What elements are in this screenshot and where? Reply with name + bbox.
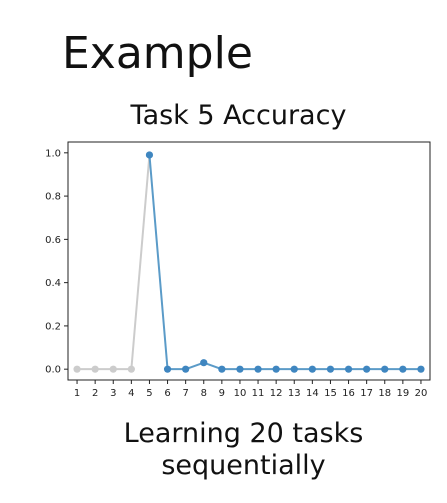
x-tick-label: 7	[182, 388, 188, 399]
data-point	[163, 365, 172, 373]
x-tick-label: 4	[128, 388, 134, 399]
slide-heading: Example	[62, 28, 253, 79]
x-tick-label: 14	[306, 388, 319, 399]
x-tick-label: 19	[396, 388, 409, 399]
data-point	[218, 365, 226, 373]
data-point	[290, 365, 298, 373]
data-point	[91, 365, 99, 373]
x-tick-label: 3	[110, 388, 116, 399]
x-tick-label: 17	[360, 388, 373, 399]
chart-title: Task 5 Accuracy	[130, 100, 347, 131]
x-axis-ticks: 1 2 3 4 5 6 7 8 9 10 11 12 13 14 15 16 17 18 19 20	[74, 380, 427, 399]
data-point	[363, 365, 371, 373]
x-tick-label: 13	[288, 388, 301, 399]
plot-frame	[67, 141, 431, 381]
series-lines	[76, 153, 422, 371]
data-point	[399, 365, 407, 373]
x-tick-label: 12	[270, 388, 283, 399]
x-tick-label: 1	[74, 388, 80, 399]
y-tick-label: 0.4	[45, 278, 61, 289]
x-tick-label: 8	[201, 388, 207, 399]
x-tick-label: 2	[92, 388, 98, 399]
x-tick-label: 10	[234, 388, 247, 399]
x-tick-label: 11	[252, 388, 265, 399]
y-axis-ticks: 0.0 0.2 0.4 0.6 0.8 1.0	[45, 148, 68, 376]
x-tick-label: 18	[378, 388, 391, 399]
data-point	[344, 365, 353, 373]
data-point	[127, 365, 135, 373]
caption-line-1: Learning 20 tasks	[123, 418, 364, 449]
data-point	[381, 365, 389, 373]
x-tick-label: 5	[146, 388, 152, 399]
data-point	[326, 365, 335, 373]
data-point	[109, 365, 117, 373]
x-tick-label: 6	[164, 388, 170, 399]
data-point	[236, 365, 244, 373]
chart-caption: Learning 20 tasks sequentially	[0, 418, 447, 483]
x-tick-label: 20	[415, 388, 428, 399]
x-tick-label: 15	[324, 388, 337, 399]
data-point	[182, 365, 190, 373]
data-point	[308, 365, 316, 373]
data-point	[254, 365, 262, 373]
series-segment	[148, 153, 169, 371]
data-point	[73, 365, 81, 373]
data-point	[200, 359, 208, 367]
x-tick-label: 16	[342, 388, 355, 399]
y-tick-label: 0.8	[45, 192, 61, 203]
y-tick-label: 1.0	[45, 148, 61, 159]
x-tick-label: 9	[219, 388, 225, 399]
series-segment	[130, 153, 151, 371]
y-tick-label: 0.2	[45, 321, 61, 332]
series-points	[73, 151, 425, 373]
data-point	[145, 151, 154, 159]
data-point	[417, 365, 425, 373]
y-tick-label: 0.0	[45, 365, 61, 376]
data-point	[272, 365, 280, 373]
caption-line-2: sequentially	[161, 450, 326, 482]
y-tick-label: 0.6	[45, 235, 61, 246]
